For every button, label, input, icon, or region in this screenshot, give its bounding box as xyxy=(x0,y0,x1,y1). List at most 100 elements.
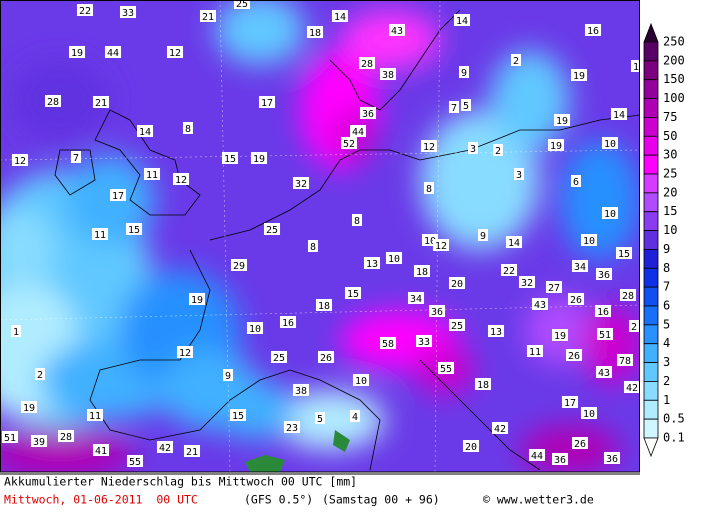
colorbar-swatch xyxy=(643,117,659,137)
precip-value: 25 xyxy=(266,225,278,236)
colorbar-label: 50 xyxy=(663,129,677,143)
label-box xyxy=(317,351,335,363)
precip-label: 20 xyxy=(448,277,466,290)
colorbar-label: 30 xyxy=(663,148,677,162)
precip-label: 44 xyxy=(349,125,367,138)
precip-value: 9 xyxy=(461,68,467,79)
precip-label: 3 xyxy=(467,142,479,155)
precip-label: 13 xyxy=(363,257,381,270)
label-box xyxy=(182,122,194,134)
label-box xyxy=(156,441,174,453)
precip-label: 19 xyxy=(20,401,38,414)
colorbar-label: 0.1 xyxy=(663,431,685,445)
precip-value: 7 xyxy=(73,153,79,164)
label-box xyxy=(246,322,264,334)
precip-label: 11 xyxy=(143,168,161,181)
precip-value: 32 xyxy=(521,278,533,289)
precip-value: 11 xyxy=(89,411,101,422)
label-box xyxy=(92,444,110,456)
colorbar-swatch xyxy=(643,98,659,118)
colorbar-swatch xyxy=(643,173,659,194)
label-box xyxy=(513,168,525,180)
precip-label: 8 xyxy=(351,214,363,227)
label-box xyxy=(610,108,628,120)
colorbar-label: 9 xyxy=(663,242,670,256)
precip-label: 33 xyxy=(415,335,433,348)
precip-label: 12 xyxy=(176,346,194,359)
precip-label: 18 xyxy=(315,299,333,312)
colorbar-label: 0.5 xyxy=(663,412,685,426)
precip-label: 44 xyxy=(528,449,546,462)
precip-value: 28 xyxy=(361,59,373,70)
label-box xyxy=(623,381,640,393)
precip-label: 10 xyxy=(385,252,403,265)
precip-value: 12 xyxy=(179,348,191,359)
precip-label: 11 xyxy=(526,345,544,358)
footer-title: Akkumulierter Niederschlag bis Mittwoch … xyxy=(4,475,357,489)
label-box xyxy=(68,46,86,58)
label-box xyxy=(413,265,431,277)
precip-value: 11 xyxy=(529,347,541,358)
precip-label: 19 xyxy=(547,139,565,152)
precip-label: 10 xyxy=(601,137,619,150)
precip-value: 36 xyxy=(606,454,618,465)
label-box xyxy=(528,449,546,461)
colorbar-swatch xyxy=(643,192,659,213)
precip-label: 12 xyxy=(420,140,438,153)
precip-label: 14 xyxy=(136,125,154,138)
label-box xyxy=(76,4,94,16)
label-box xyxy=(388,24,406,36)
label-box xyxy=(565,349,583,361)
label-box xyxy=(91,228,109,240)
precip-label: 16 xyxy=(594,305,612,318)
label-box xyxy=(467,142,479,154)
precip-label: 44 xyxy=(104,46,122,59)
precip-value: 19 xyxy=(23,403,35,414)
precip-label: 32 xyxy=(518,276,536,289)
label-box xyxy=(448,101,460,113)
precip-label: 27 xyxy=(545,281,563,294)
precip-value: 12 xyxy=(435,241,447,252)
precip-label: 25 xyxy=(448,319,466,332)
precip-label: 41 xyxy=(92,444,110,457)
precip-label: 19 xyxy=(570,69,588,82)
precip-value: 41 xyxy=(95,446,107,457)
precip-value: 12 xyxy=(423,142,435,153)
precip-label: 43 xyxy=(595,366,613,379)
precip-value: 20 xyxy=(465,442,477,453)
precip-label: 36 xyxy=(428,305,446,318)
label-box xyxy=(561,396,579,408)
precip-value: 2 xyxy=(495,146,501,157)
precip-value: 10 xyxy=(249,324,261,335)
label-box xyxy=(292,177,310,189)
colorbar-swatch xyxy=(643,267,659,288)
precip-value: 4 xyxy=(352,412,358,423)
colorbar-label: 8 xyxy=(663,261,670,275)
precip-label: 32 xyxy=(292,177,310,190)
precip-value: 10 xyxy=(583,409,595,420)
colorbar-label: 150 xyxy=(663,72,685,86)
precip-label: 7 xyxy=(448,101,460,114)
precip-value: 13 xyxy=(490,327,502,338)
colorbar-swatch xyxy=(643,154,659,175)
label-box xyxy=(453,14,471,26)
label-box xyxy=(263,223,281,235)
precip-value: 19 xyxy=(191,295,203,306)
label-box xyxy=(531,298,549,310)
label-box xyxy=(407,292,425,304)
precip-value: 23 xyxy=(286,423,298,434)
precip-value: 17 xyxy=(112,191,124,202)
precip-value: 19 xyxy=(556,116,568,127)
precip-value: 33 xyxy=(418,337,430,348)
label-box xyxy=(315,299,333,311)
precip-value: 51 xyxy=(4,433,16,444)
precip-label: 36 xyxy=(595,268,613,281)
precip-value: 39 xyxy=(33,437,45,448)
label-box xyxy=(172,173,190,185)
precip-label: 8 xyxy=(307,240,319,253)
precip-label: 34 xyxy=(571,260,589,273)
label-box xyxy=(505,236,523,248)
label-box xyxy=(57,430,75,442)
precip-value: 32 xyxy=(295,179,307,190)
precip-value: 16 xyxy=(597,307,609,318)
